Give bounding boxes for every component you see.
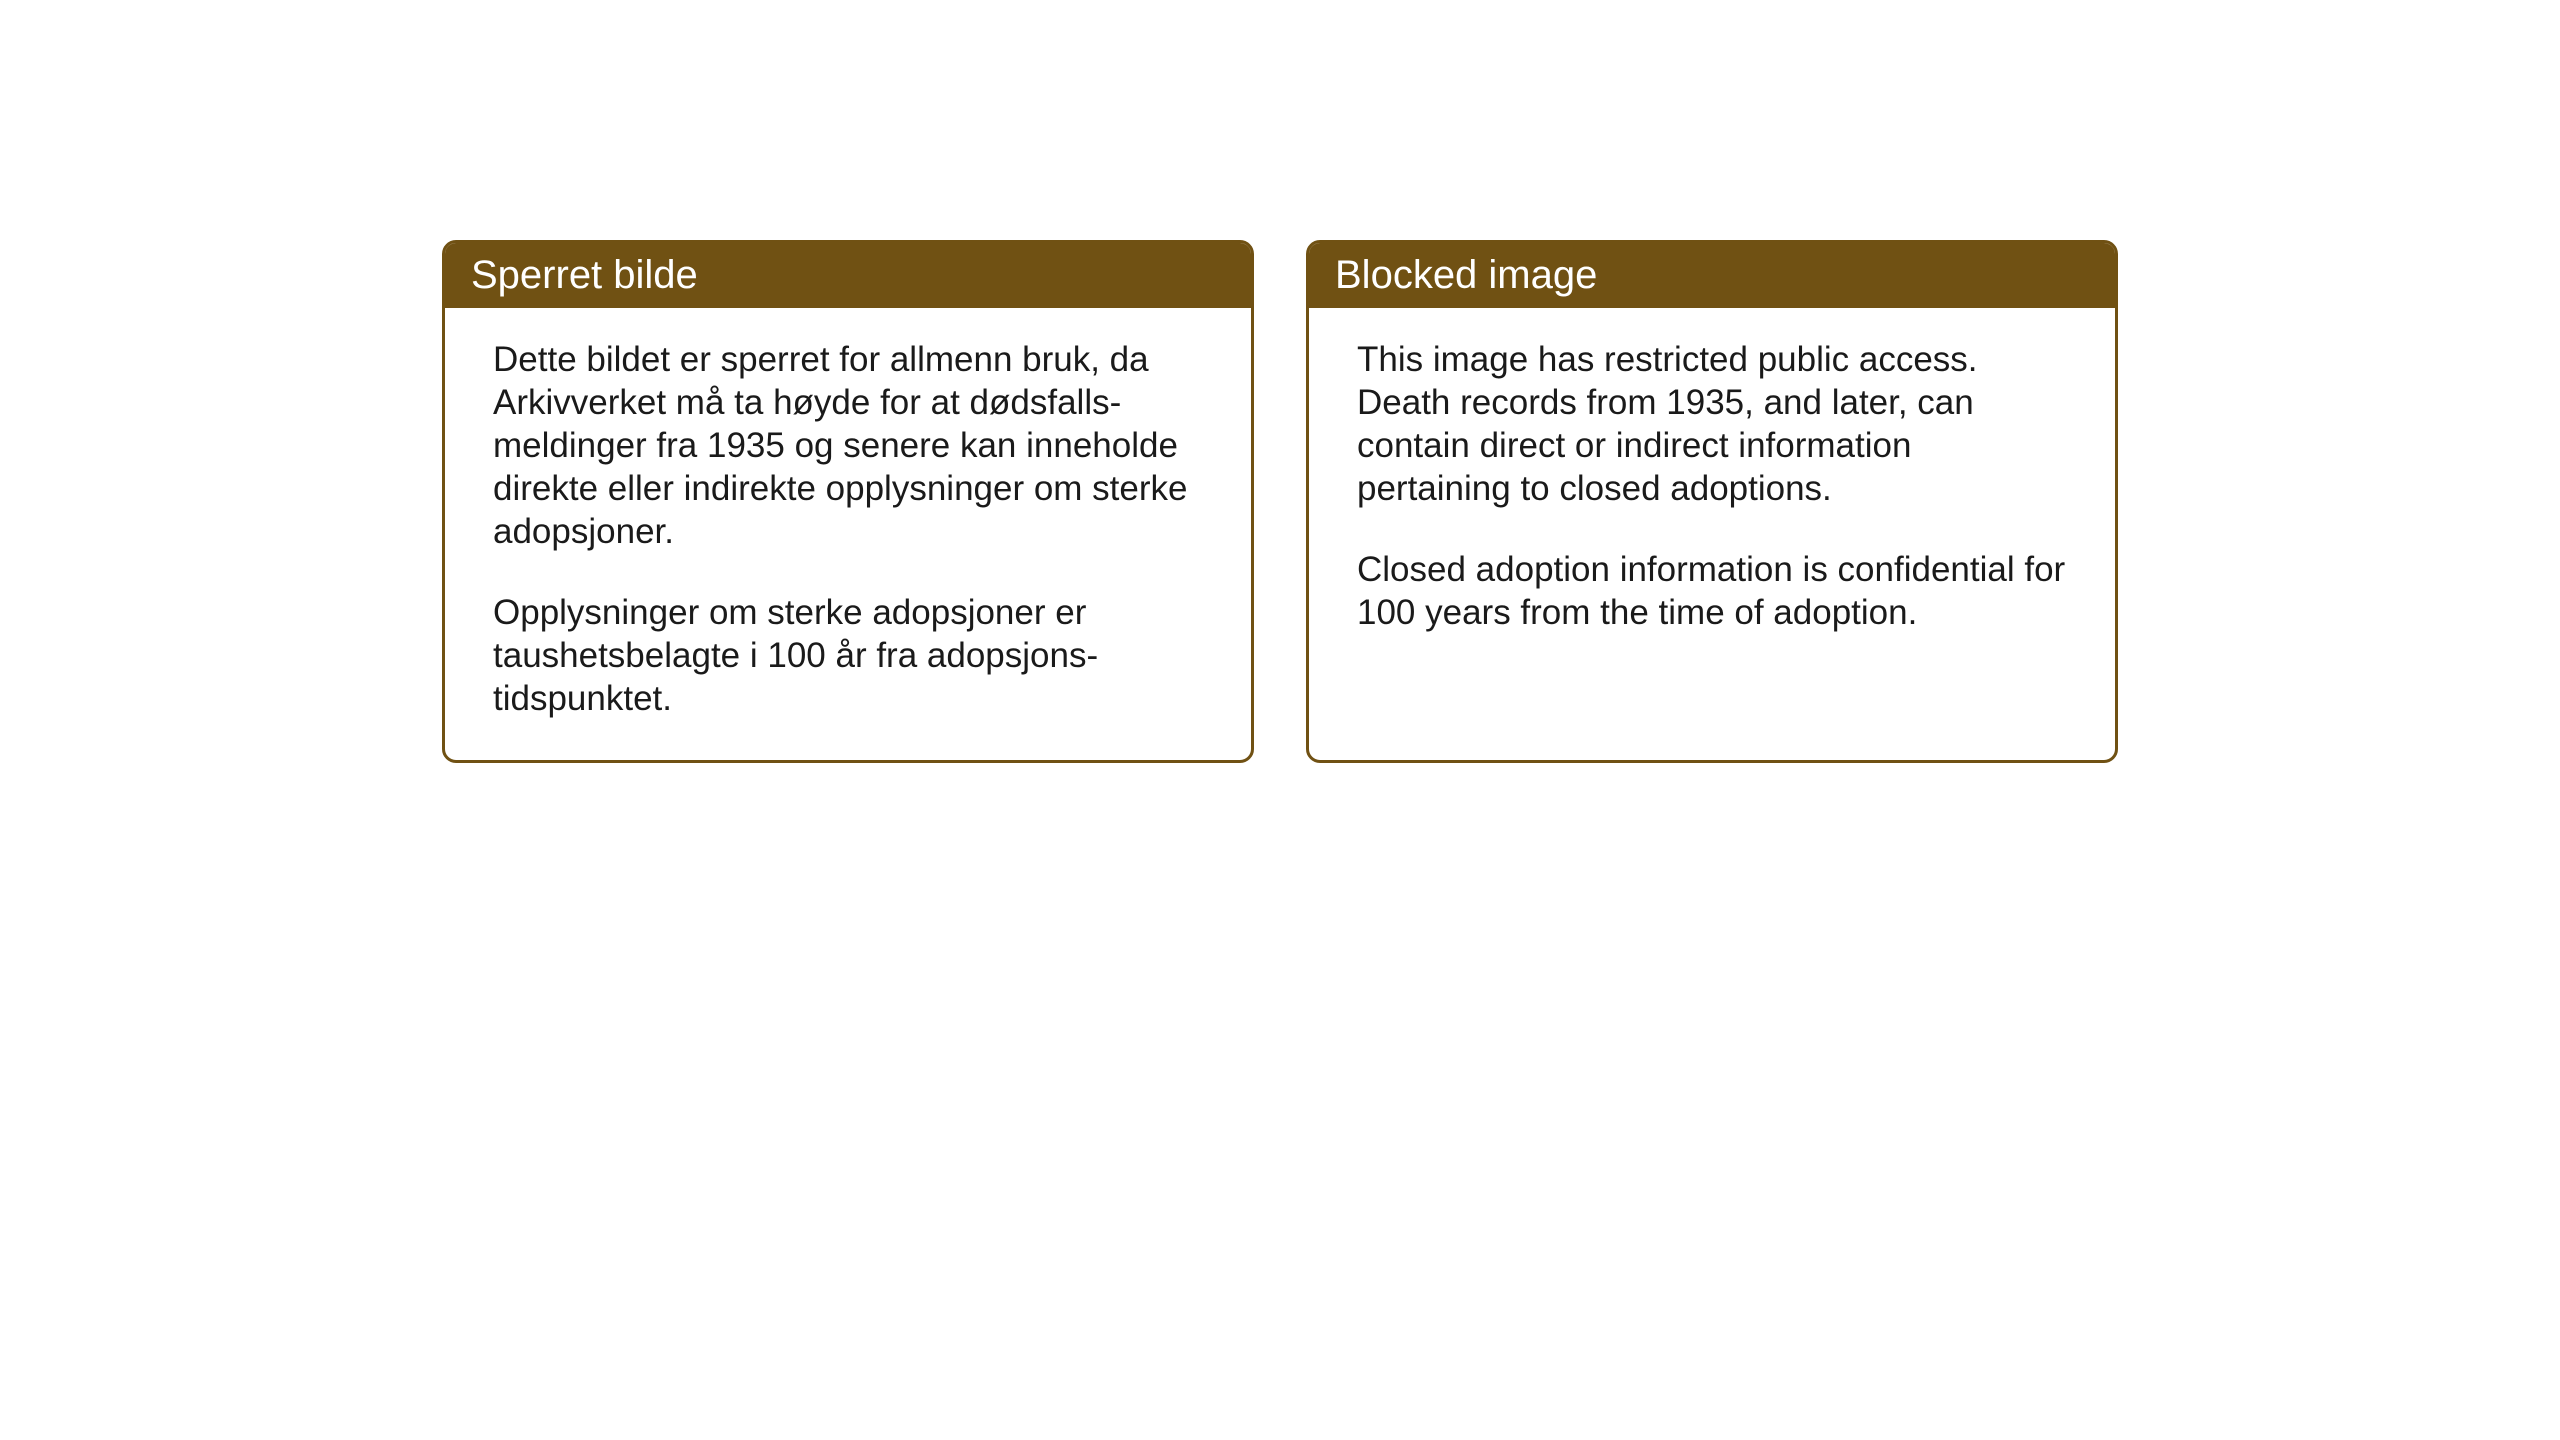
card-norwegian: Sperret bilde Dette bildet er sperret fo… (442, 240, 1254, 763)
card-paragraph2-english: Closed adoption information is confident… (1357, 548, 2067, 634)
card-body-english: This image has restricted public access.… (1309, 308, 2115, 728)
card-header-english: Blocked image (1309, 243, 2115, 308)
card-paragraph2-norwegian: Opplysninger om sterke adopsjoner er tau… (493, 591, 1203, 720)
card-paragraph1-english: This image has restricted public access.… (1357, 338, 2067, 510)
card-title-norwegian: Sperret bilde (471, 253, 698, 297)
card-english: Blocked image This image has restricted … (1306, 240, 2118, 763)
card-header-norwegian: Sperret bilde (445, 243, 1251, 308)
card-paragraph1-norwegian: Dette bildet er sperret for allmenn bruk… (493, 338, 1203, 553)
card-body-norwegian: Dette bildet er sperret for allmenn bruk… (445, 308, 1251, 760)
cards-container: Sperret bilde Dette bildet er sperret fo… (442, 240, 2118, 763)
card-title-english: Blocked image (1335, 253, 1597, 297)
